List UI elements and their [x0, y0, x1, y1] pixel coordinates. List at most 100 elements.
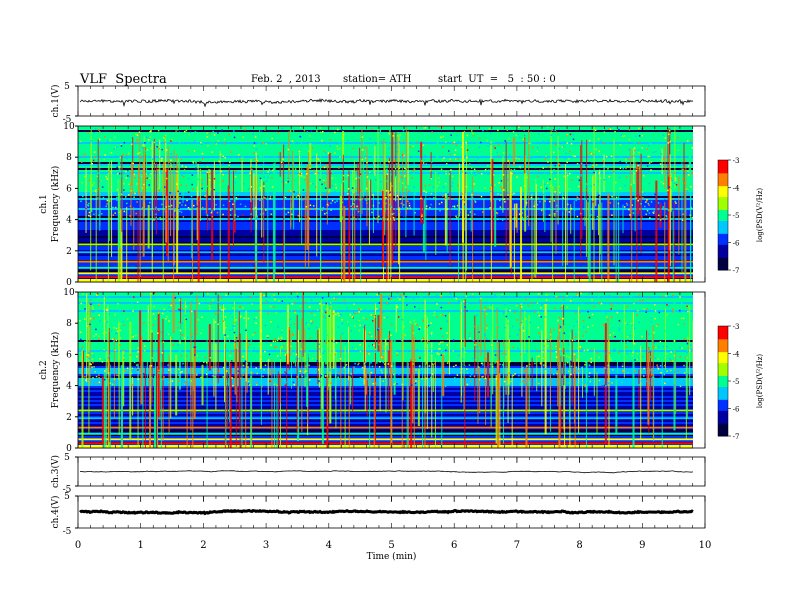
ch1-spectrogram-speckle [100, 189, 103, 191]
ch1-spectrogram-speckle [687, 170, 689, 173]
ch2-spectrogram-speckle [439, 314, 442, 316]
ch2-spectrogram-speckle [381, 358, 384, 360]
ch2-spectrogram-speckle [630, 322, 632, 325]
ch1-spectrogram-sferic [674, 126, 676, 190]
ch2-spectrogram-speckle [633, 324, 635, 326]
ch2-spectrogram-speckle [279, 339, 282, 341]
ch1-spectrogram-speckle [267, 176, 269, 179]
ch1-spectrogram-speckle [359, 136, 361, 138]
ch1-spectrogram-speckle [608, 175, 611, 178]
ch1-spectrogram-speckle [539, 152, 542, 155]
ch2-spectrogram-speckle [547, 345, 549, 347]
ch1-spectrogram-speckle [324, 187, 327, 189]
ch1-spectrogram-colorbar-cell [718, 189, 728, 192]
ch1-spectrogram-sferic [598, 204, 600, 236]
ch1-spectrogram-speckle [519, 139, 522, 142]
ch1-spectrogram-speckle [211, 215, 214, 218]
ch2-spectrogram-speckle [420, 368, 423, 370]
ch2-spectrogram-speckle [593, 305, 595, 308]
ch1-spectrogram-sferic [176, 154, 178, 210]
ch2-spectrogram-speckle [491, 307, 493, 310]
ch1-spectrogram-speckle [634, 135, 637, 137]
ch1-spectrogram-speckle [171, 160, 173, 163]
ch2-spectrogram-speckle [248, 343, 251, 346]
ch2-spectrogram-speckle [86, 355, 88, 358]
ch1-spectrogram-speckle [549, 185, 552, 187]
ch1-spectrogram-band [78, 172, 693, 175]
ch1-spectrogram-band [78, 238, 693, 241]
ch1-spectrogram-band [78, 128, 693, 131]
ch2-spectrogram-speckle [638, 294, 641, 297]
ch1-spectrogram-speckle [321, 194, 323, 196]
ch1-spectrogram-speckle [614, 130, 616, 133]
ch1-spectrogram-speckle [487, 173, 489, 175]
ch2-spectrogram-colorbar-cell [718, 337, 728, 340]
ch1-spectrogram-speckle [545, 187, 548, 190]
ch2-spectrogram-speckle [333, 341, 335, 343]
ch2-spectrogram-speckle [484, 334, 487, 337]
ch2-spectrogram-speckle [448, 302, 451, 304]
ch1-spectrogram-sferic [395, 176, 397, 202]
ch1-spectrogram-speckle [456, 204, 459, 207]
ch2-spectrogram-band [78, 328, 693, 331]
ch1-spectrogram-band [78, 268, 693, 271]
ch1-spectrogram-sferic [465, 140, 467, 271]
ch1-spectrogram-sferic [670, 173, 672, 212]
ch2-spectrogram-sferic [86, 293, 88, 383]
ch2-spectrogram-colorbar-cell [718, 404, 728, 408]
ch2-spectrogram-speckle [195, 379, 197, 381]
ch1-spectrogram-speckle [454, 207, 456, 209]
ch1-spectrogram-speckle [254, 158, 256, 161]
ch2-spectrogram-speckle [478, 300, 481, 302]
ch2-spectrogram-sferic [364, 368, 367, 395]
ch1-spectrogram-speckle [356, 205, 358, 208]
ch1-spectrogram-speckle [129, 173, 131, 175]
ch1-spectrogram-speckle [167, 156, 169, 158]
ch2-spectrogram-sferic [615, 374, 618, 435]
ch2-spectrogram-speckle [283, 332, 286, 334]
ch1-spectrogram-speckle [400, 176, 402, 178]
ch2-spectrogram-speckle [672, 294, 674, 297]
ch1-spectrogram-speckle [164, 141, 167, 143]
ch1-spectrogram-speckle [201, 182, 204, 185]
ch1-spectrogram-sferic [95, 188, 97, 282]
ch1-spectrogram-sferic [422, 197, 424, 224]
ch1-spectrogram-speckle [311, 147, 314, 149]
ch2-spectrogram-speckle [496, 348, 499, 350]
ch1-spectrogram-speckle [423, 159, 426, 161]
ch2-spectrogram-sferic [223, 304, 225, 334]
ch1-spectrogram-speckle [280, 161, 283, 164]
ch1-spectrogram-colorbar-cell [718, 183, 728, 187]
ch1-spectrogram-colorbar-cell [718, 213, 728, 216]
ch2-spectrogram-speckle [101, 361, 104, 363]
ch1-spectrogram-speckle [134, 133, 137, 135]
ch1-spectrogram-speckle [154, 175, 156, 177]
ch1-spectrogram-sferic [513, 203, 515, 282]
ch2-spectrogram-speckle [263, 334, 266, 337]
ch1-spectrogram-band [78, 144, 693, 147]
ch2-spectrogram-speckle [225, 325, 228, 327]
ch2-spectrogram-sferic [175, 354, 178, 416]
ch1-spectrogram-speckle [451, 181, 454, 184]
ch2-spectrogram-sferic [558, 323, 561, 448]
ch1-spectrogram-speckle [170, 140, 172, 142]
ch1-spectrogram-speckle [454, 158, 457, 160]
ch2-spectrogram-speckle [381, 371, 383, 374]
ch1-spectrogram-speckle [551, 171, 553, 174]
ch1-spectrogram-speckle [325, 164, 328, 166]
ch1-spectrogram-speckle [625, 176, 628, 178]
ch2-spectrogram-speckle [567, 382, 569, 384]
ch2-spectrogram-speckle [468, 317, 471, 320]
ch1-spectrogram-sferic [197, 196, 200, 282]
ch1-spectrogram-speckle [611, 195, 613, 197]
ch2-spectrogram-speckle [496, 324, 499, 326]
ch2-spectrogram-speckle [115, 380, 117, 383]
ch2-spectrogram-sferic [326, 376, 328, 448]
ch1-spectrogram-speckle [170, 163, 172, 165]
ch2-spectrogram-speckle [78, 348, 80, 350]
ch1-spectrogram-speckle [477, 157, 479, 160]
ch1-spectrogram-speckle [353, 191, 355, 193]
ch2-spectrogram-speckle [123, 324, 125, 327]
ch1-spectrogram-speckle [110, 171, 112, 173]
ch2-spectrogram-speckle [214, 313, 217, 315]
